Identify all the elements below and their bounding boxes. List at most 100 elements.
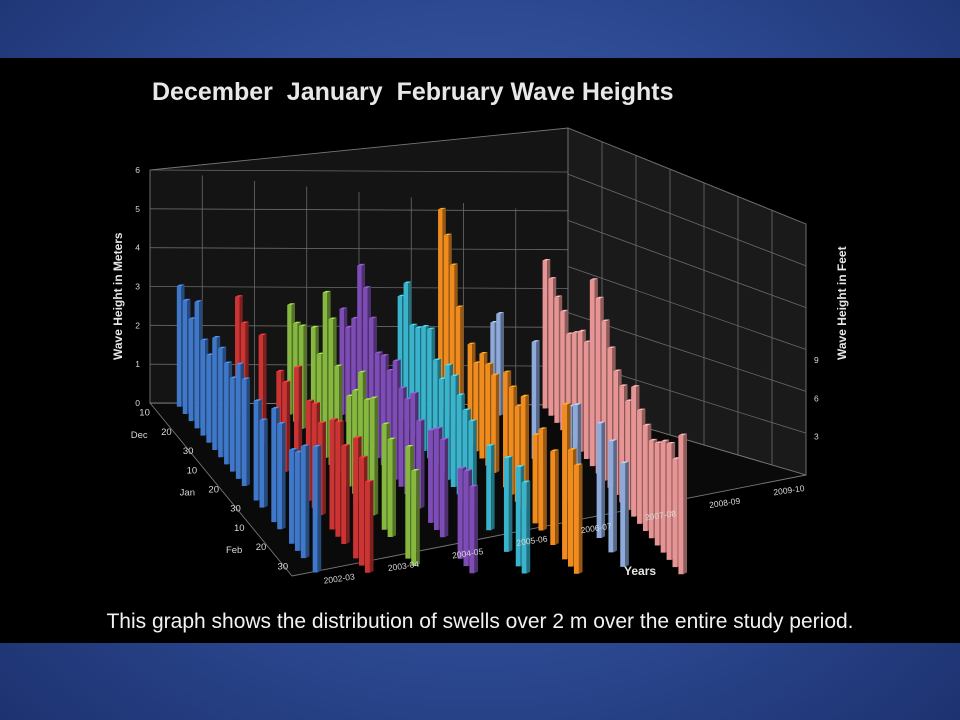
bar-top [468,419,477,422]
bar-top [595,296,604,299]
bar-top [188,317,197,319]
bar [469,484,479,574]
bar-top [345,325,354,328]
bar-front [300,446,306,559]
bar-top [334,364,343,367]
bar-front [259,420,265,508]
bar-top [212,336,221,338]
bar [678,433,688,575]
bar-front [450,376,456,488]
bar-top [258,333,267,336]
bar-top [369,316,377,319]
bar-top [289,448,298,450]
x-axis-label: Years [624,564,656,578]
bar [411,468,420,566]
bar-series [176,207,688,575]
bar-top [456,393,465,396]
bar-front [428,430,433,523]
day-tick-label: 10 [139,408,150,419]
y-tick-label: 3 [135,282,140,292]
bar-top [240,321,249,324]
bar-front [515,466,521,567]
right-tick-label: 3 [814,432,819,442]
y-axis-label: Wave Height in Meters [111,232,125,360]
bar [596,421,606,538]
bar-front [253,400,259,501]
bar-top [410,391,419,394]
bar [573,463,583,574]
bar-front [648,440,654,539]
bar-top [631,385,640,387]
bar-side [555,449,559,545]
bar-side [495,373,500,473]
bar-front [463,471,469,567]
year-tick-label: 2007-08 [644,508,677,522]
bar-front [469,486,475,574]
bar-top [607,346,616,349]
bar-top [479,352,488,354]
bar-top [666,441,676,444]
bar-top [515,465,525,467]
bar-front [631,386,637,517]
bar-top [578,329,586,332]
bar-top [438,207,446,210]
bar-top [397,294,406,297]
month-tick-label: Dec [131,430,148,441]
day-tick-label: 30 [183,446,194,457]
year-tick-label: 2002-03 [323,571,356,585]
bar-top [503,455,513,458]
bar-front [212,337,217,450]
bar-top [469,484,479,487]
bar [241,377,250,487]
bar-top [531,340,540,342]
chart-title: December January February Wave Heights [152,78,674,106]
month-tick-label: Feb [226,545,242,556]
bar-front [439,439,445,538]
bar-top [392,359,401,362]
bar-front [562,404,568,560]
bar-side [474,484,479,574]
bar-front [241,379,247,487]
bar-top [562,402,571,405]
bar-top [491,373,500,376]
day-tick-label: 30 [230,504,241,515]
bar-top [550,449,559,452]
bar-side [286,380,291,472]
bar-front [218,348,223,458]
y-tick-label: 4 [135,243,140,253]
bar-top [560,309,569,312]
bar-side [525,394,530,509]
bar-top [310,325,319,328]
bar-top [282,380,291,383]
bar-top [433,426,443,429]
bar-top [364,479,374,482]
bar-top [538,427,547,430]
bar-top [176,284,185,287]
bar [439,437,449,538]
bar-top [485,362,494,365]
bar-front [206,354,211,443]
bar-top [496,312,504,314]
bar-front [312,446,318,573]
bar-top [329,417,338,420]
bar-front [486,445,492,531]
y-tick-label: 0 [135,398,140,408]
bar-top [182,298,191,301]
bar [608,439,617,553]
bar-top [403,281,412,284]
slide-caption: This graph shows the distribution of swe… [106,610,854,633]
bar [550,449,559,545]
day-tick-label: 10 [234,523,245,534]
bar-top [276,369,285,372]
bar-top [271,406,280,409]
bar-top [194,300,203,302]
bar-top [449,263,458,266]
bar-top [387,437,397,440]
bar-side [543,427,547,531]
bar-top [450,374,459,377]
bar-front [235,364,241,479]
bar [387,437,397,537]
bar-top [374,351,383,354]
bar-front [583,342,589,459]
